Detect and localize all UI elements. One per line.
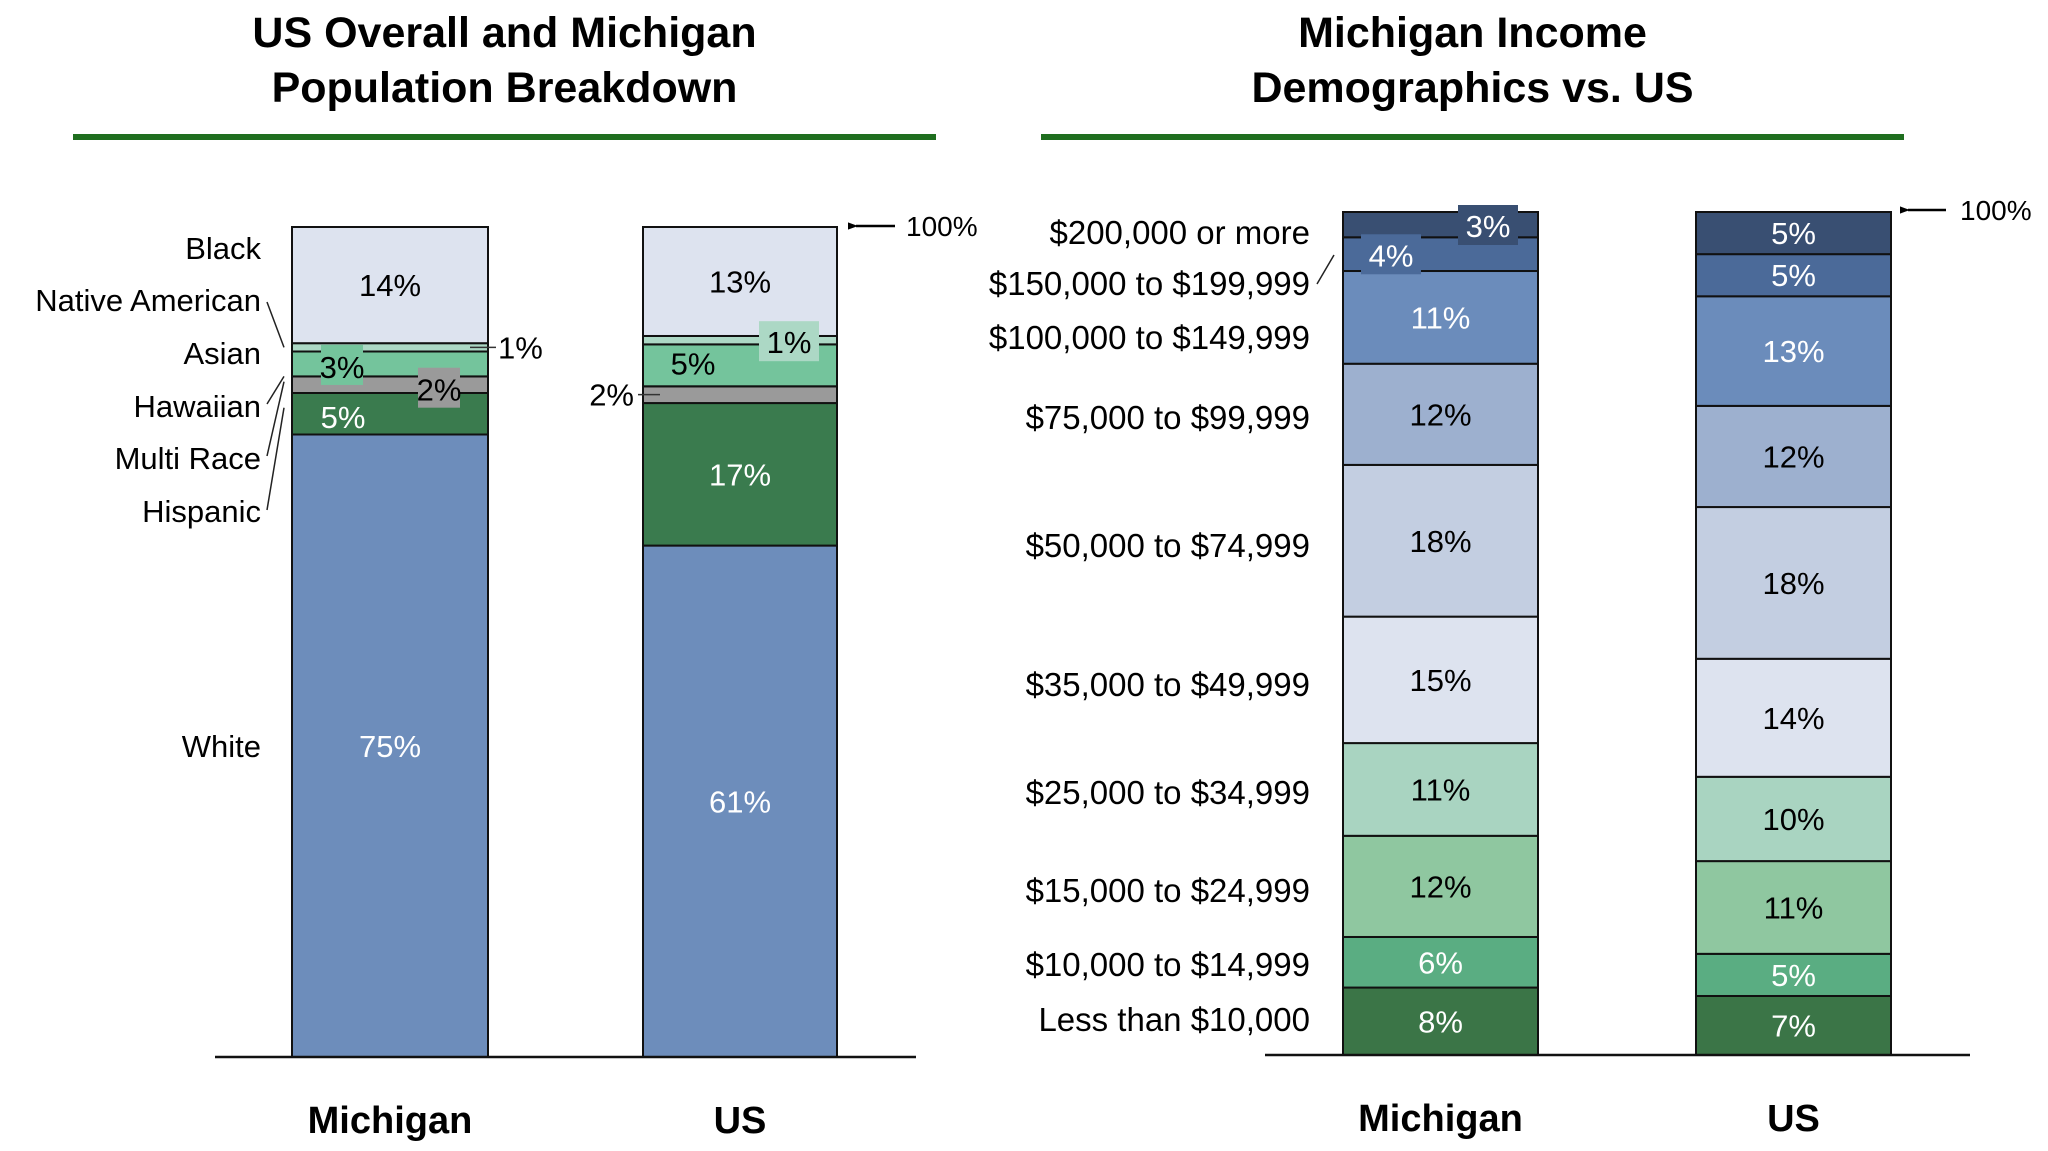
data-label-michigan-asian: 3%: [320, 350, 365, 385]
series-label-10-000-to-14-999: $10,000 to $14,999: [1026, 946, 1310, 983]
data-label-michigan-50-000-to-74-999: 18%: [1409, 524, 1471, 559]
data-label-michigan-less-than-10-000: 8%: [1418, 1004, 1463, 1039]
series-label-hawaiian: Hawaiian: [133, 389, 261, 424]
bar-segment-us-15-000-to-24-999: [1695, 860, 1892, 955]
bar-segment-michigan-50-000-to-74-999: [1342, 463, 1539, 618]
bar-segment-michigan-15-000-to-24-999: [1342, 834, 1539, 938]
data-label-us-35-000-to-49-999: 14%: [1762, 701, 1824, 736]
data-label-michigan-hispanic: 5%: [321, 400, 366, 435]
leader-line-hawaiian: [266, 376, 285, 405]
bar-segment-us-white: [642, 544, 838, 1059]
bar-segment-us-35-000-to-49-999: [1695, 657, 1892, 778]
data-label-michigan-75-000-to-99-999: 12%: [1409, 397, 1471, 432]
data-label-us-200-000-or-more: 5%: [1771, 216, 1816, 251]
series-label-hispanic: Hispanic: [142, 494, 261, 529]
x-tick-label-us: US: [714, 1100, 767, 1142]
series-label-25-000-to-34-999: $25,000 to $34,999: [1026, 774, 1310, 811]
bar-segment-us-75-000-to-99-999: [1695, 404, 1892, 509]
leader-line-150k-199k: [1316, 254, 1335, 285]
data-label-michigan-10-000-to-14-999: 6%: [1418, 945, 1463, 980]
leader-line-hispanic: [266, 407, 285, 511]
data-label-us-white: 61%: [709, 784, 771, 819]
series-label-75-000-to-99-999: $75,000 to $99,999: [1026, 399, 1310, 436]
series-label-15-000-to-24-999: $15,000 to $24,999: [1026, 872, 1310, 909]
data-label-michigan-white: 75%: [359, 729, 421, 764]
x-tick-label-michigan: Michigan: [308, 1100, 473, 1142]
data-label-us-black: 13%: [709, 264, 771, 299]
series-label-200-000-or-more: $200,000 or more: [1049, 214, 1310, 251]
data-label-box-michigan-150-000-to-199-999: [1361, 234, 1421, 275]
series-label-50-000-to-74-999: $50,000 to $74,999: [1026, 527, 1310, 564]
x-tick-label-income-us: US: [1767, 1098, 1820, 1140]
data-label-michigan-200-000-or-more: 3%: [1466, 209, 1511, 244]
series-label-less-than-10-000: Less than $10,000: [1038, 1001, 1310, 1038]
data-label-us-10-000-to-14-999: 5%: [1771, 958, 1816, 993]
bar-segment-michigan-black: [291, 226, 489, 345]
data-label-us-100-000-to-149-999: 13%: [1762, 334, 1824, 369]
data-label-michigan-35-000-to-49-999: 15%: [1409, 663, 1471, 698]
bar-segment-us-black: [642, 226, 838, 337]
data-label-michigan-100-000-to-149-999: 11%: [1411, 300, 1471, 335]
series-label-native-american: Native American: [35, 283, 261, 318]
data-label-us-75-000-to-99-999: 12%: [1762, 439, 1824, 474]
population-chart: 14% 3% 2% 5% 75% 13% 5% 17% 61% 1% 1% 2% Black Native…: [35, 211, 977, 1142]
population-title-line-1: US Overall and Michigan: [252, 9, 757, 57]
data-label-us-25-000-to-34-999: 10%: [1762, 802, 1824, 837]
bar-segment-us-hispanic: [642, 402, 838, 547]
data-label-us-150-000-to-199-999: 5%: [1771, 258, 1816, 293]
bar-segment-us-multi-race: [642, 385, 838, 405]
data-label-michigan-multi-race: 2%: [417, 373, 462, 408]
bar-segment-michigan-35-000-to-49-999: [1342, 615, 1539, 745]
bar-segment-michigan-100-000-to-149-999: [1342, 270, 1539, 365]
series-label-100-000-to-149-999: $100,000 to $149,999: [989, 319, 1310, 356]
series-label-white: White: [182, 729, 261, 764]
data-label-box-michigan-asian: [321, 344, 363, 385]
bar-segment-michigan-10-000-to-14-999: [1342, 935, 1539, 989]
bar-segment-us-25-000-to-34-999: [1695, 775, 1892, 863]
population-chart-title: US Overall and Michigan Population Break…: [73, 6, 936, 116]
data-label-us-less-than-10-000: 7%: [1771, 1008, 1816, 1043]
data-label-michigan-black: 14%: [359, 268, 421, 303]
data-label-box-michigan-multi-race: [418, 367, 460, 408]
data-label-us-native-american: 1%: [767, 325, 812, 360]
data-label-michigan-25-000-to-34-999: 11%: [1411, 772, 1471, 807]
income-title-line-1: Michigan Income: [1298, 9, 1647, 57]
data-label-us-asian: 5%: [671, 346, 716, 381]
bar-segment-michigan-white: [291, 433, 489, 1058]
data-label-michigan-15-000-to-24-999: 12%: [1409, 869, 1471, 904]
series-label-multi-race: Multi Race: [115, 441, 261, 476]
leader-line-native-american: [266, 301, 285, 348]
series-label-35-000-to-49-999: $35,000 to $49,999: [1026, 666, 1310, 703]
data-label-us-multi-race: 2%: [589, 378, 634, 413]
label-100-pct-income: 100%: [1960, 195, 2032, 226]
label-100-pct-population: 100%: [906, 211, 978, 242]
leader-line-multi-race: [266, 381, 285, 457]
data-label-michigan-150-000-to-199-999: 4%: [1369, 238, 1414, 273]
series-label-asian: Asian: [183, 336, 261, 371]
data-label-us-15-000-to-24-999: 11%: [1764, 890, 1824, 925]
series-label-150-000-to-199-999: $150,000 to $199,999: [989, 265, 1310, 302]
data-label-us-50-000-to-74-999: 18%: [1762, 566, 1824, 601]
bar-segment-us-200-000-or-more: [1695, 211, 1892, 256]
bar-segment-michigan-75-000-to-99-999: [1342, 362, 1539, 466]
population-title-line-2: Population Breakdown: [271, 64, 738, 112]
income-chart: 8% 6% 12% 11% 15% 18% 12% 11% 4% 3% 7% 5% 11% 10% 14% 1…: [989, 195, 2032, 1140]
x-tick-label-income-michigan: Michigan: [1358, 1098, 1523, 1140]
bar-segment-us-150-000-to-199-999: [1695, 253, 1892, 298]
bar-segment-michigan-25-000-to-34-999: [1342, 742, 1539, 837]
bar-segment-michigan-less-than-10-000: [1342, 986, 1539, 1056]
population-title-rule: [73, 134, 936, 140]
series-label-black: Black: [185, 231, 261, 266]
income-chart-title: Michigan Income Demographics vs. US: [1041, 6, 1904, 116]
data-label-us-hispanic: 17%: [709, 457, 771, 492]
income-title-line-2: Demographics vs. US: [1251, 64, 1694, 112]
data-label-box-us-native-american: [759, 321, 819, 362]
income-title-rule: [1041, 134, 1904, 140]
data-label-box-michigan-200-000-or-more: [1458, 205, 1518, 245]
data-label-michigan-native-american: 1%: [498, 330, 543, 365]
